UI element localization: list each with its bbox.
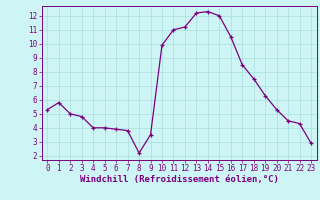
X-axis label: Windchill (Refroidissement éolien,°C): Windchill (Refroidissement éolien,°C) [80, 175, 279, 184]
